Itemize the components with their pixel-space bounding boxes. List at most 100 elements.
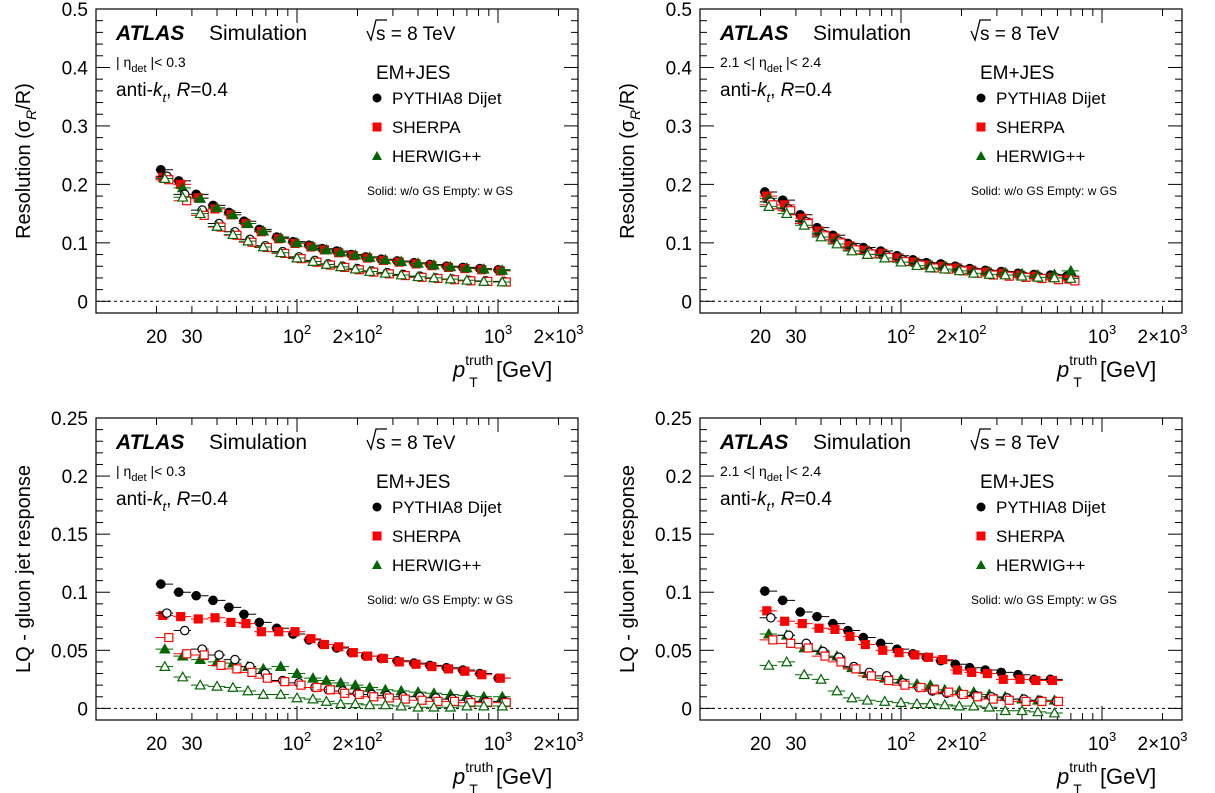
x-tick-label: 102 — [283, 729, 311, 755]
atlas-label: ATLAS — [115, 431, 184, 454]
data-point — [1032, 677, 1040, 685]
jet-definition-label: anti-kt, R=0.4 — [720, 80, 832, 105]
data-point — [968, 668, 976, 676]
data-point — [953, 666, 961, 674]
data-point — [821, 652, 829, 660]
legend-marker-triangle — [372, 151, 382, 160]
data-point — [320, 641, 328, 649]
legend-marker-square — [373, 123, 382, 132]
data-point — [231, 655, 239, 663]
y-tick-label: 0.25 — [655, 409, 692, 430]
y-tick-label: 0.4 — [62, 58, 89, 79]
data-point — [379, 654, 387, 662]
series-herwig-w-gs — [760, 202, 1080, 283]
x-tick-label: 2×103 — [534, 729, 584, 755]
x-tick-label: 20 — [750, 327, 771, 348]
data-point — [767, 614, 775, 622]
y-tick-label: 0.15 — [51, 525, 88, 546]
energy-label: s = 8 TeV — [980, 433, 1060, 454]
y-tick-label: 0.2 — [62, 175, 88, 196]
x-axis-title: ptruth T [GeV] — [452, 759, 552, 793]
calibration-label: EM+JES — [376, 63, 450, 84]
data-point — [1038, 697, 1046, 705]
x-tick-label: 2×102 — [936, 322, 986, 348]
data-point — [157, 580, 165, 588]
legend: PYTHIA8 Dijet SHERPA HERWIG++ Solid: w/o GS… — [367, 498, 513, 607]
simulation-label: Simulation — [813, 431, 911, 454]
data-point — [160, 644, 170, 653]
legend-note: Solid: w/o GS Empty: w GS — [367, 184, 513, 198]
legend: PYTHIA8 Dijet SHERPA HERWIG++ Solid: w/o GS… — [367, 89, 513, 198]
data-point — [335, 643, 343, 651]
data-point — [1005, 696, 1013, 704]
data-point — [233, 665, 241, 673]
legend-marker-square — [977, 532, 986, 541]
legend-marker-triangle — [976, 560, 986, 569]
x-tick-label: 102 — [887, 729, 915, 755]
x-axis-title: ptruth T [GeV] — [1056, 352, 1156, 390]
data-point — [200, 651, 208, 659]
eta-range-label: | ηdet |< 0.3 — [116, 463, 186, 484]
y-tick-label: 0.2 — [666, 467, 692, 488]
legend-note: Solid: w/o GS Empty: w GS — [971, 184, 1117, 198]
data-point — [211, 614, 219, 622]
panel-bottom-left: 00.050.10.150.20.2520 30 102 2×102 103 2×103p… — [13, 409, 584, 793]
data-point — [1054, 697, 1062, 705]
data-point — [815, 624, 823, 632]
data-point — [240, 610, 248, 618]
data-point — [194, 615, 202, 623]
data-point — [983, 670, 991, 678]
x-tick-label: 103 — [1088, 729, 1116, 755]
data-point — [275, 628, 283, 636]
data-point — [781, 617, 789, 625]
data-point — [852, 665, 860, 673]
x-tick-label: 30 — [785, 734, 806, 755]
data-point — [478, 671, 486, 679]
jet-definition-label: anti-kt, R=0.4 — [720, 489, 832, 514]
data-point — [165, 634, 173, 642]
y-tick-label: 0.2 — [62, 467, 88, 488]
legend-entry-label: SHERPA — [996, 527, 1065, 546]
series-pythia8-dijet-w-o-gs — [156, 166, 511, 274]
data-point — [257, 628, 265, 636]
atlas-label: ATLAS — [115, 22, 184, 45]
legend-entry-label: PYTHIA8 Dijet — [996, 498, 1106, 517]
data-point — [798, 620, 806, 628]
data-point — [183, 650, 191, 658]
x-tick-label: 2×102 — [332, 729, 382, 755]
y-tick-label: 0.3 — [666, 117, 692, 138]
y-tick-label: 0 — [77, 292, 88, 313]
data-point — [779, 596, 787, 604]
data-point — [837, 658, 845, 666]
data-point — [785, 631, 793, 639]
legend-entry-label: HERWIG++ — [392, 556, 482, 575]
x-tick-label: 102 — [283, 322, 311, 348]
energy-label: s = 8 TeV — [376, 24, 456, 45]
data-point — [209, 596, 217, 604]
x-tick-label: 30 — [785, 327, 806, 348]
y-tick-label: 0.1 — [666, 234, 692, 255]
simulation-label: Simulation — [209, 22, 307, 45]
data-point — [787, 639, 795, 647]
data-point — [370, 693, 378, 701]
data-point — [804, 644, 812, 652]
legend: PYTHIA8 Dijet SHERPA HERWIG++ Solid: w/o GS… — [971, 498, 1117, 607]
data-point — [418, 696, 426, 704]
y-axis-title: LQ - gluon jet response — [617, 465, 639, 673]
legend-note: Solid: w/o GS Empty: w GS — [971, 593, 1117, 607]
legend-entry-label: SHERPA — [996, 118, 1065, 137]
panel-top-right: 00.10.20.30.40.520 30 102 2×102 103 2×103ptru… — [617, 0, 1188, 390]
data-point — [385, 694, 393, 702]
atlas-label: ATLAS — [719, 431, 788, 454]
calibration-label: EM+JES — [980, 472, 1054, 493]
legend-entry-label: HERWIG++ — [996, 556, 1086, 575]
data-point — [428, 663, 436, 671]
data-point — [349, 649, 357, 657]
x-tick-label: 2×103 — [1138, 729, 1188, 755]
data-point — [181, 626, 189, 634]
y-tick-label: 0.1 — [62, 234, 88, 255]
legend-entry-label: PYTHIA8 Dijet — [996, 89, 1106, 108]
legend: PYTHIA8 Dijet SHERPA HERWIG++ Solid: w/o GS… — [971, 89, 1117, 198]
plot-frame — [700, 418, 1182, 720]
data-point — [989, 695, 997, 703]
